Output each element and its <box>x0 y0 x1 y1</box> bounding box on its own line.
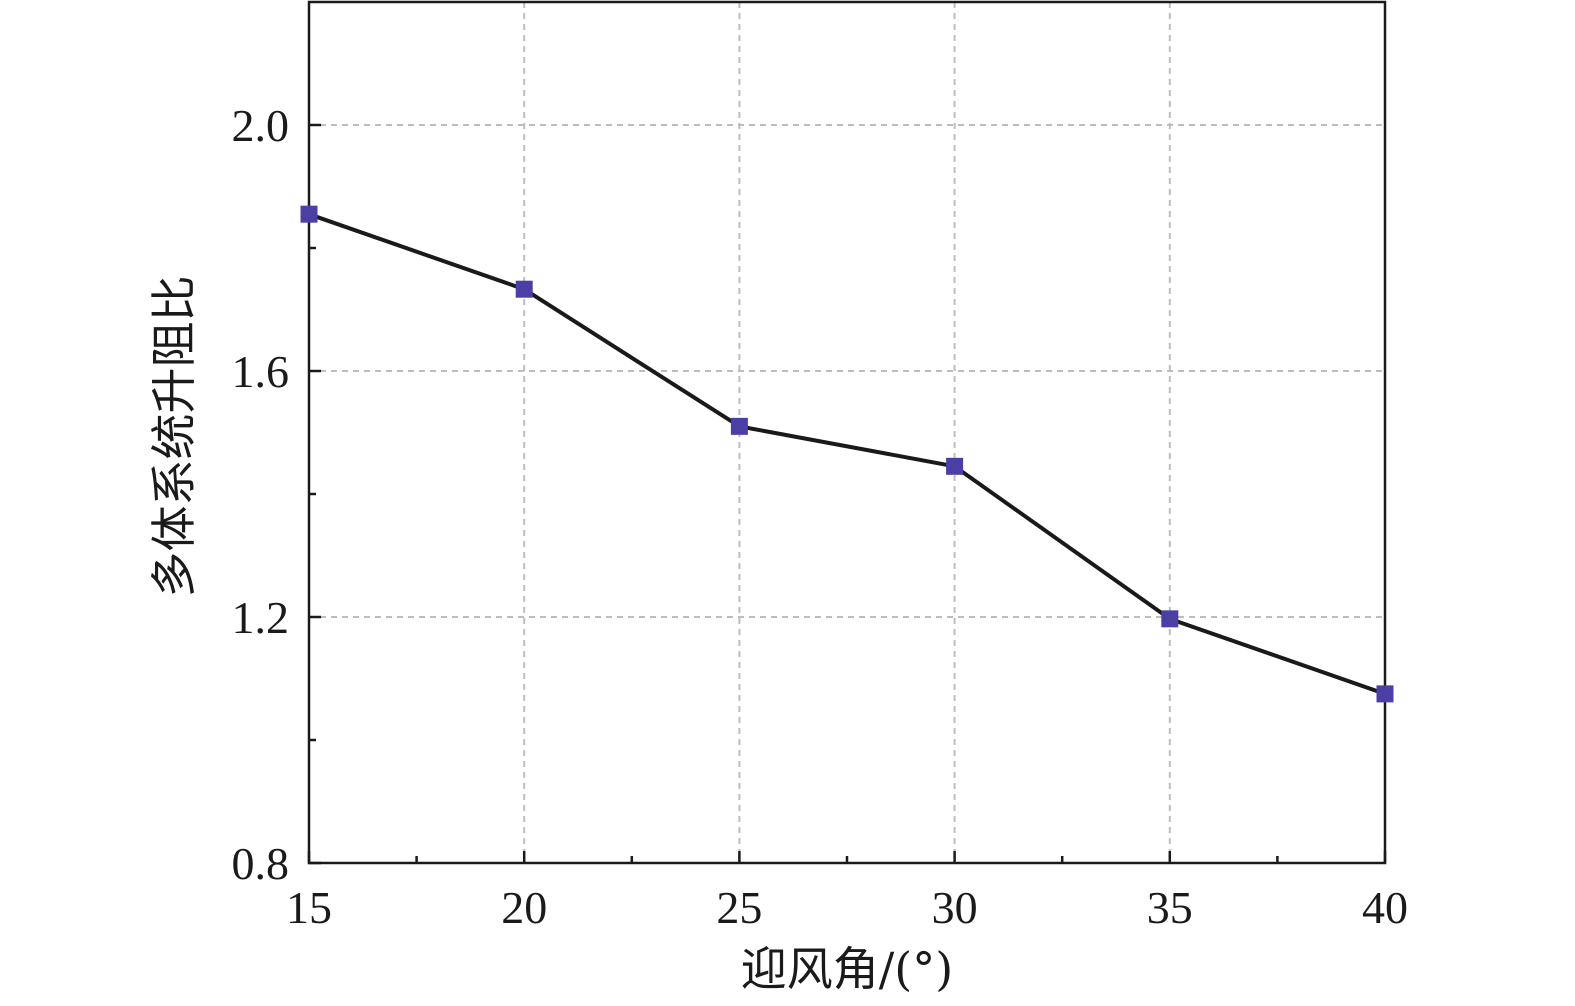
series-line <box>308 212 1386 696</box>
y-axis-title: 多体系统升阻比 <box>147 276 201 598</box>
grid-layer <box>309 2 1385 863</box>
data-point-marker <box>300 205 318 223</box>
data-point-marker <box>1161 610 1179 628</box>
axis-layer <box>307 0 1387 865</box>
y-tick-label: 1.6 <box>232 346 290 397</box>
series-layer <box>300 205 1394 703</box>
x-tick-label: 30 <box>932 882 978 933</box>
plot-frame <box>307 0 1387 865</box>
y-tick-label: 2.0 <box>232 100 290 151</box>
label-layer: 迎风角/(°) 多体系统升阻比 15 20 25 30 35 40 0.8 1.2 1.6 2.0 <box>147 100 1408 996</box>
y-tick-label: 1.2 <box>232 592 290 643</box>
x-tick-label: 20 <box>501 882 547 933</box>
x-axis-title: 迎风角/(°) <box>741 942 953 996</box>
data-point-marker <box>1376 685 1394 703</box>
data-point-marker <box>946 457 964 475</box>
x-tick-label: 15 <box>286 882 332 933</box>
x-tick-label: 25 <box>716 882 762 933</box>
data-point-marker <box>515 280 533 298</box>
data-point-marker <box>730 417 748 435</box>
x-tick-label: 35 <box>1147 882 1193 933</box>
x-tick-label: 40 <box>1362 882 1408 933</box>
y-tick-label: 0.8 <box>232 838 290 889</box>
